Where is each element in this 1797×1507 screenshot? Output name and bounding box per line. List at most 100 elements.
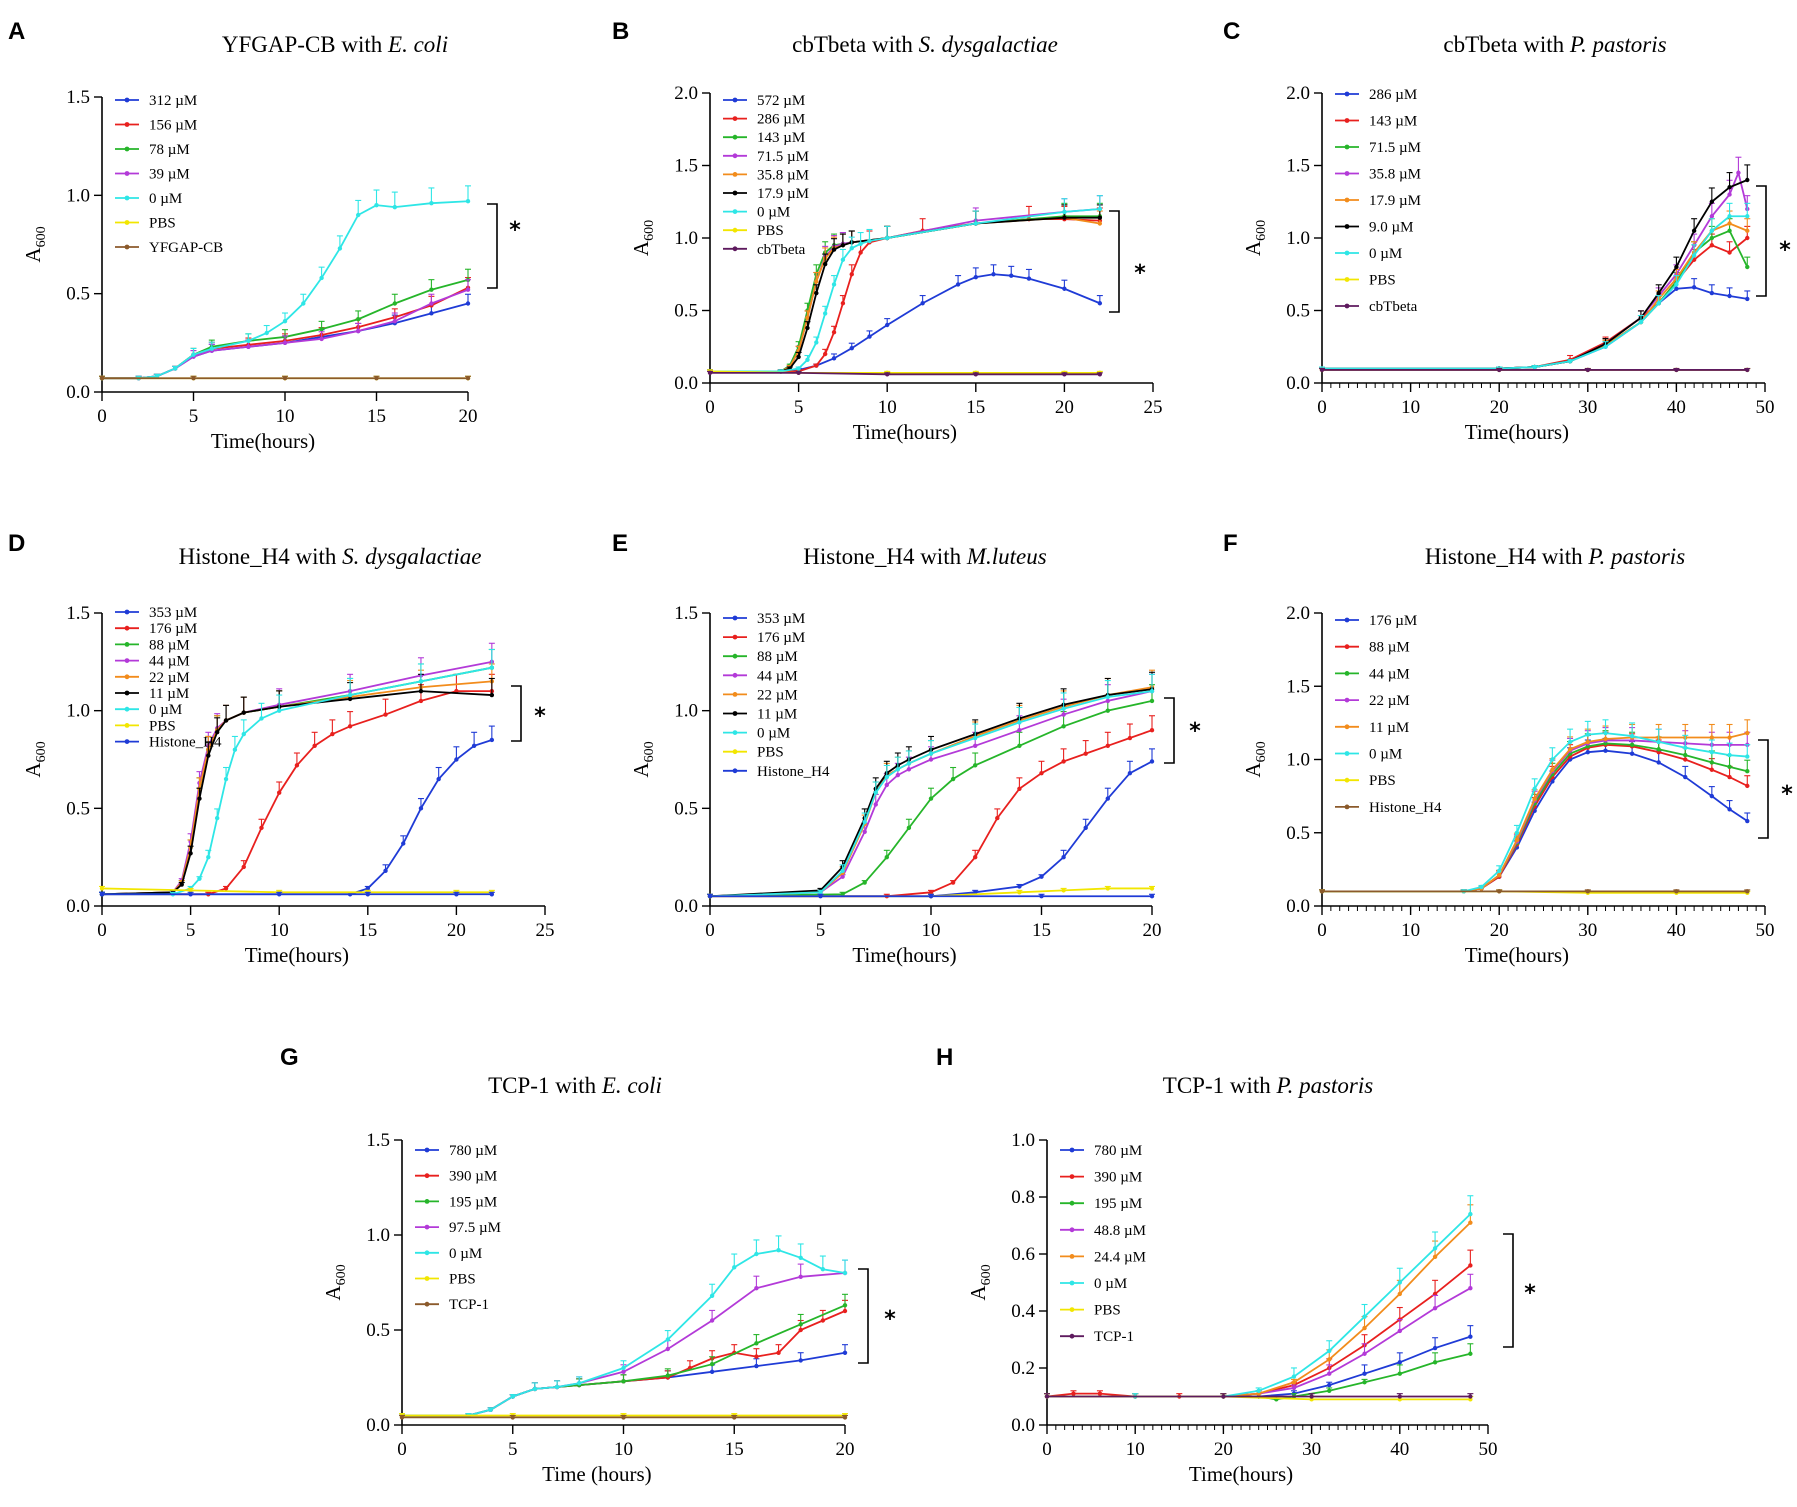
data-point xyxy=(1497,367,1502,373)
data-point xyxy=(365,892,370,897)
panel-E: E Histone_H4 with M.luteus 0.0 0.5 1.0 1.5 0 5 1… xyxy=(612,530,1201,967)
x-tick-label: 50 xyxy=(1479,1439,1498,1460)
legend-label: 71.5 µM xyxy=(1369,140,1421,156)
data-point xyxy=(1062,372,1067,377)
data-point xyxy=(1638,319,1644,325)
legend-label: 176 µM xyxy=(149,621,197,637)
legend-marker xyxy=(124,706,130,712)
data-point xyxy=(906,767,912,772)
legend-marker xyxy=(1344,250,1350,256)
data-point xyxy=(214,815,220,821)
legend-marker xyxy=(732,227,738,233)
data-point xyxy=(1709,767,1715,772)
data-point xyxy=(840,243,846,248)
legend-label: 44 µM xyxy=(149,654,190,670)
data-point xyxy=(1567,739,1573,745)
x-tick-label: 15 xyxy=(367,406,386,427)
data-point xyxy=(1127,735,1133,741)
data-point xyxy=(814,340,819,345)
significance-star: * xyxy=(1781,782,1793,807)
data-point xyxy=(842,1350,848,1356)
data-point xyxy=(707,894,713,899)
data-point xyxy=(1432,1360,1438,1365)
y-tick-label: 1.0 xyxy=(1286,750,1310,771)
data-point xyxy=(1319,367,1325,373)
series-1 xyxy=(99,725,495,897)
data-point xyxy=(920,301,925,306)
data-point xyxy=(392,204,397,210)
series-1 xyxy=(1319,278,1751,371)
significance-bracket xyxy=(858,1268,869,1364)
x-tick-label: 10 xyxy=(276,406,295,427)
x-tick-label: 0 xyxy=(1317,920,1327,941)
data-point xyxy=(1745,264,1750,270)
data-point xyxy=(1327,1371,1332,1376)
data-point xyxy=(1727,221,1732,226)
series-line xyxy=(1322,732,1748,893)
data-point xyxy=(1745,783,1750,789)
data-point xyxy=(1691,253,1697,258)
series-3 xyxy=(1319,218,1751,371)
data-point xyxy=(277,892,282,897)
x-tick-label: 25 xyxy=(536,920,555,941)
data-point xyxy=(849,272,854,277)
data-point xyxy=(1061,759,1066,764)
data-point xyxy=(1727,752,1732,758)
x-axis-label: Time(hours) xyxy=(1189,1462,1293,1486)
data-point xyxy=(374,376,379,381)
data-point xyxy=(805,315,810,320)
data-point xyxy=(1468,1211,1473,1217)
legend-label: 0 µM xyxy=(757,205,790,221)
legend-marker xyxy=(1344,224,1350,229)
data-point xyxy=(1105,694,1111,700)
legend-label: 44 µM xyxy=(757,668,798,684)
legend-marker xyxy=(124,146,130,152)
series-5 xyxy=(99,185,471,381)
data-point xyxy=(232,747,238,752)
y-tick-label: 0.4 xyxy=(1011,1301,1035,1322)
data-point xyxy=(1745,818,1750,824)
y-axis-label: A600 xyxy=(21,741,49,777)
data-point xyxy=(955,282,961,287)
legend: 286 µM 143 µM 71.5 µM 35.8 µM 17.9 µM 9.0 µM 0… xyxy=(1335,87,1421,315)
x-tick-label: 0 xyxy=(1042,1439,1052,1460)
data-point xyxy=(1097,301,1103,306)
data-point xyxy=(906,761,912,766)
data-point xyxy=(1468,1394,1473,1399)
legend-label: 390 µM xyxy=(449,1169,497,1185)
legend-label: 39 µM xyxy=(149,167,190,183)
data-point xyxy=(356,317,361,322)
data-point xyxy=(277,708,282,713)
data-point xyxy=(928,757,934,762)
data-point xyxy=(246,338,251,344)
data-point xyxy=(1017,890,1022,895)
x-tick-label: 50 xyxy=(1756,920,1775,941)
data-point xyxy=(814,290,819,296)
data-point xyxy=(950,776,956,782)
y-tick-label: 0.0 xyxy=(1286,373,1310,394)
data-point xyxy=(347,692,353,698)
y-tick-label: 1.0 xyxy=(674,228,698,249)
legend-label: 176 µM xyxy=(757,630,805,646)
legend-label: 143 µM xyxy=(757,130,805,146)
data-point xyxy=(330,731,335,737)
data-point xyxy=(1097,372,1103,377)
data-point xyxy=(1727,250,1732,255)
data-point xyxy=(621,1369,626,1375)
data-point xyxy=(895,772,901,778)
data-point xyxy=(842,1415,848,1420)
data-point xyxy=(465,199,471,204)
data-point xyxy=(1709,228,1715,233)
data-point xyxy=(709,1369,715,1375)
legend-marker xyxy=(1344,277,1350,282)
data-point xyxy=(1629,742,1635,748)
x-axis-label: Time(hours) xyxy=(1465,420,1569,444)
data-point xyxy=(858,241,863,246)
panel-letter: C xyxy=(1223,18,1240,45)
legend-marker xyxy=(732,730,738,735)
data-point xyxy=(1629,733,1635,739)
series-7 xyxy=(707,195,1103,374)
data-point xyxy=(1691,228,1697,233)
y-tick-label: 0.0 xyxy=(366,1415,390,1436)
